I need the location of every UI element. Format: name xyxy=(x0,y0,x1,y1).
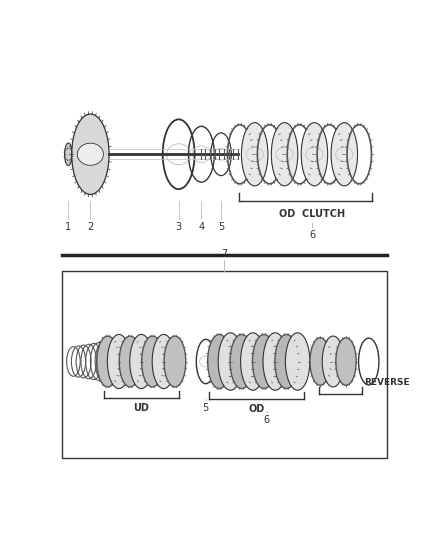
Text: UD: UD xyxy=(134,403,149,414)
Ellipse shape xyxy=(141,336,163,387)
Ellipse shape xyxy=(240,333,265,390)
Text: 7: 7 xyxy=(221,249,228,259)
Ellipse shape xyxy=(230,334,253,389)
Bar xyxy=(61,271,387,458)
Ellipse shape xyxy=(130,334,153,389)
Ellipse shape xyxy=(78,143,103,165)
Ellipse shape xyxy=(152,334,175,389)
Ellipse shape xyxy=(164,336,186,387)
Text: 5: 5 xyxy=(218,222,224,232)
Ellipse shape xyxy=(322,336,344,387)
Ellipse shape xyxy=(107,334,131,389)
Text: 6: 6 xyxy=(309,230,315,240)
Ellipse shape xyxy=(331,123,357,186)
Text: 4: 4 xyxy=(198,222,205,232)
Ellipse shape xyxy=(301,123,328,186)
Ellipse shape xyxy=(286,333,310,390)
Ellipse shape xyxy=(271,123,298,186)
Ellipse shape xyxy=(208,334,231,389)
Text: 3: 3 xyxy=(176,222,182,232)
Text: OD: OD xyxy=(248,404,265,414)
Text: 2: 2 xyxy=(87,222,94,232)
Text: 1: 1 xyxy=(65,222,71,232)
Ellipse shape xyxy=(275,334,298,389)
Text: 5: 5 xyxy=(203,403,209,414)
Ellipse shape xyxy=(310,338,330,385)
Text: 6: 6 xyxy=(264,415,270,425)
Ellipse shape xyxy=(64,143,72,166)
Ellipse shape xyxy=(97,336,119,387)
Ellipse shape xyxy=(241,123,268,186)
Ellipse shape xyxy=(263,333,287,390)
Ellipse shape xyxy=(252,334,276,389)
Text: REVERSE: REVERSE xyxy=(364,378,409,387)
Ellipse shape xyxy=(336,338,356,385)
Ellipse shape xyxy=(218,333,243,390)
Text: OD  CLUTCH: OD CLUTCH xyxy=(279,209,346,219)
Ellipse shape xyxy=(119,336,141,387)
Ellipse shape xyxy=(72,114,109,195)
